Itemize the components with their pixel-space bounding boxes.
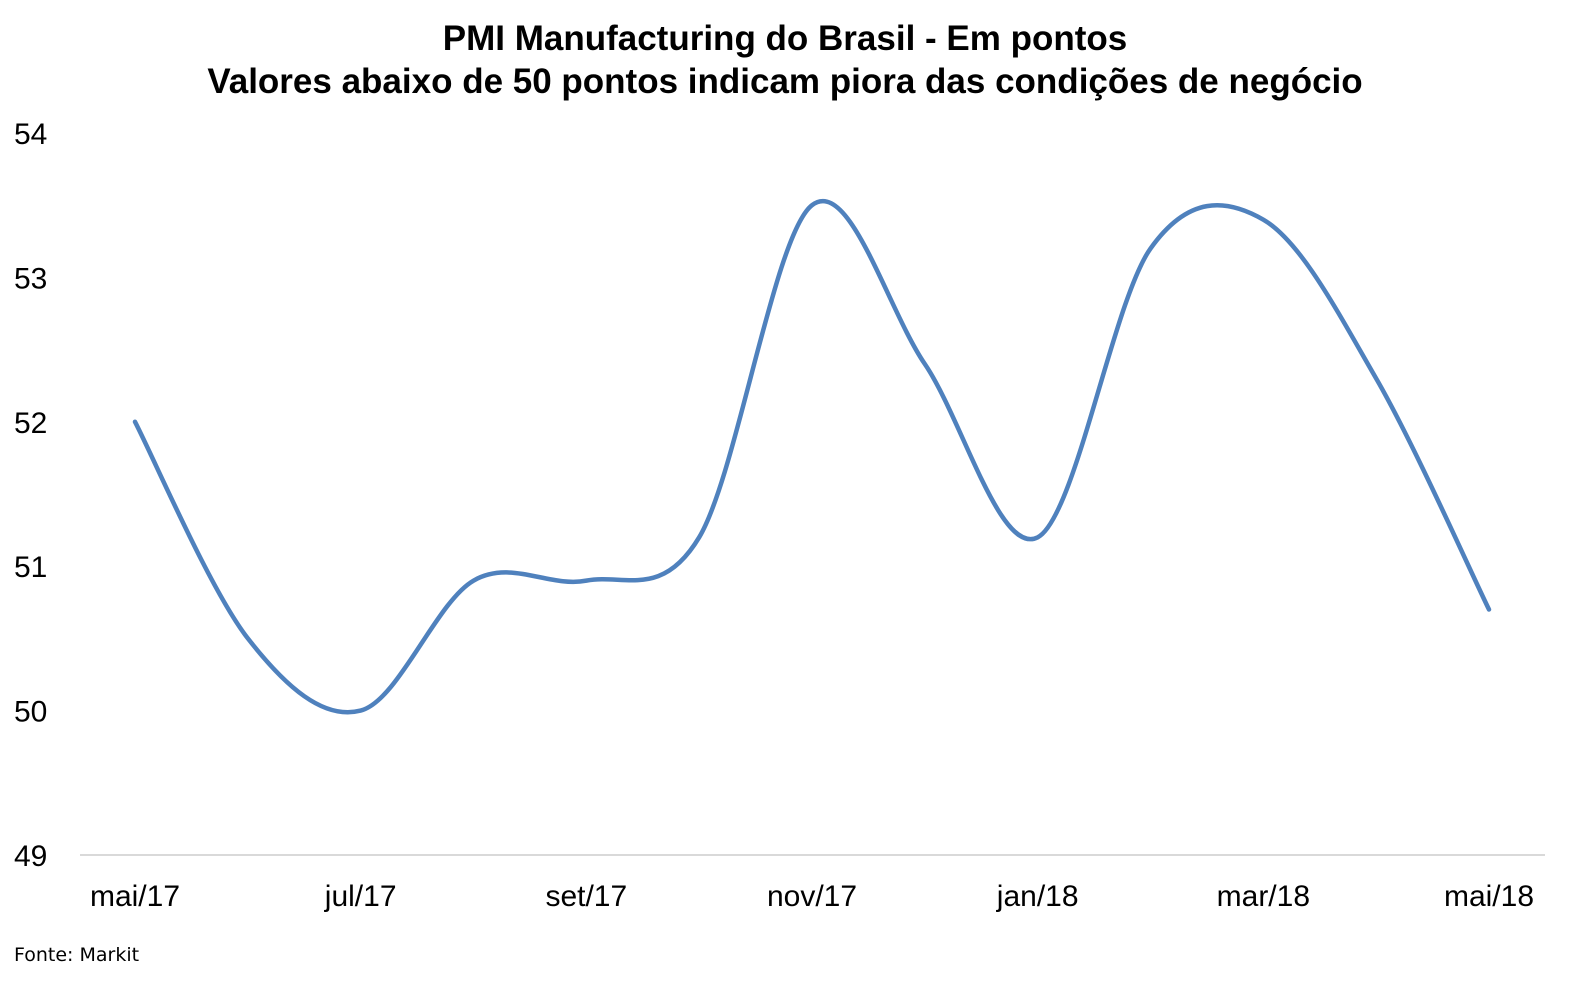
y-axis-ticks: 49 50 51 52 53 54 [14, 118, 47, 873]
chart-title: PMI Manufacturing do Brasil - Em pontos [443, 19, 1127, 58]
x-tick-label: mar/18 [1217, 880, 1310, 913]
x-tick-label: mai/17 [90, 880, 180, 913]
x-axis-ticks: mai/17 jul/17 set/17 nov/17 jan/18 mar/18 mai/… [90, 880, 1534, 913]
y-tick-label: 49 [14, 840, 47, 873]
y-tick-label: 54 [14, 118, 47, 151]
y-tick-label: 51 [14, 551, 47, 584]
x-tick-label: set/17 [545, 880, 627, 913]
chart-subtitle: Valores abaixo de 50 pontos indicam pior… [207, 62, 1362, 101]
x-tick-label: nov/17 [767, 880, 857, 913]
x-tick-label: jul/17 [324, 880, 397, 913]
x-tick-label: mai/18 [1444, 880, 1534, 913]
data-points [133, 203, 1491, 712]
y-tick-label: 53 [14, 262, 47, 295]
source-note: Fonte: Markit [14, 944, 139, 966]
pmi-series-line [132, 199, 1492, 715]
y-tick-label: 50 [14, 696, 47, 729]
x-tick-label: jan/18 [996, 880, 1079, 913]
y-tick-label: 52 [14, 407, 47, 440]
